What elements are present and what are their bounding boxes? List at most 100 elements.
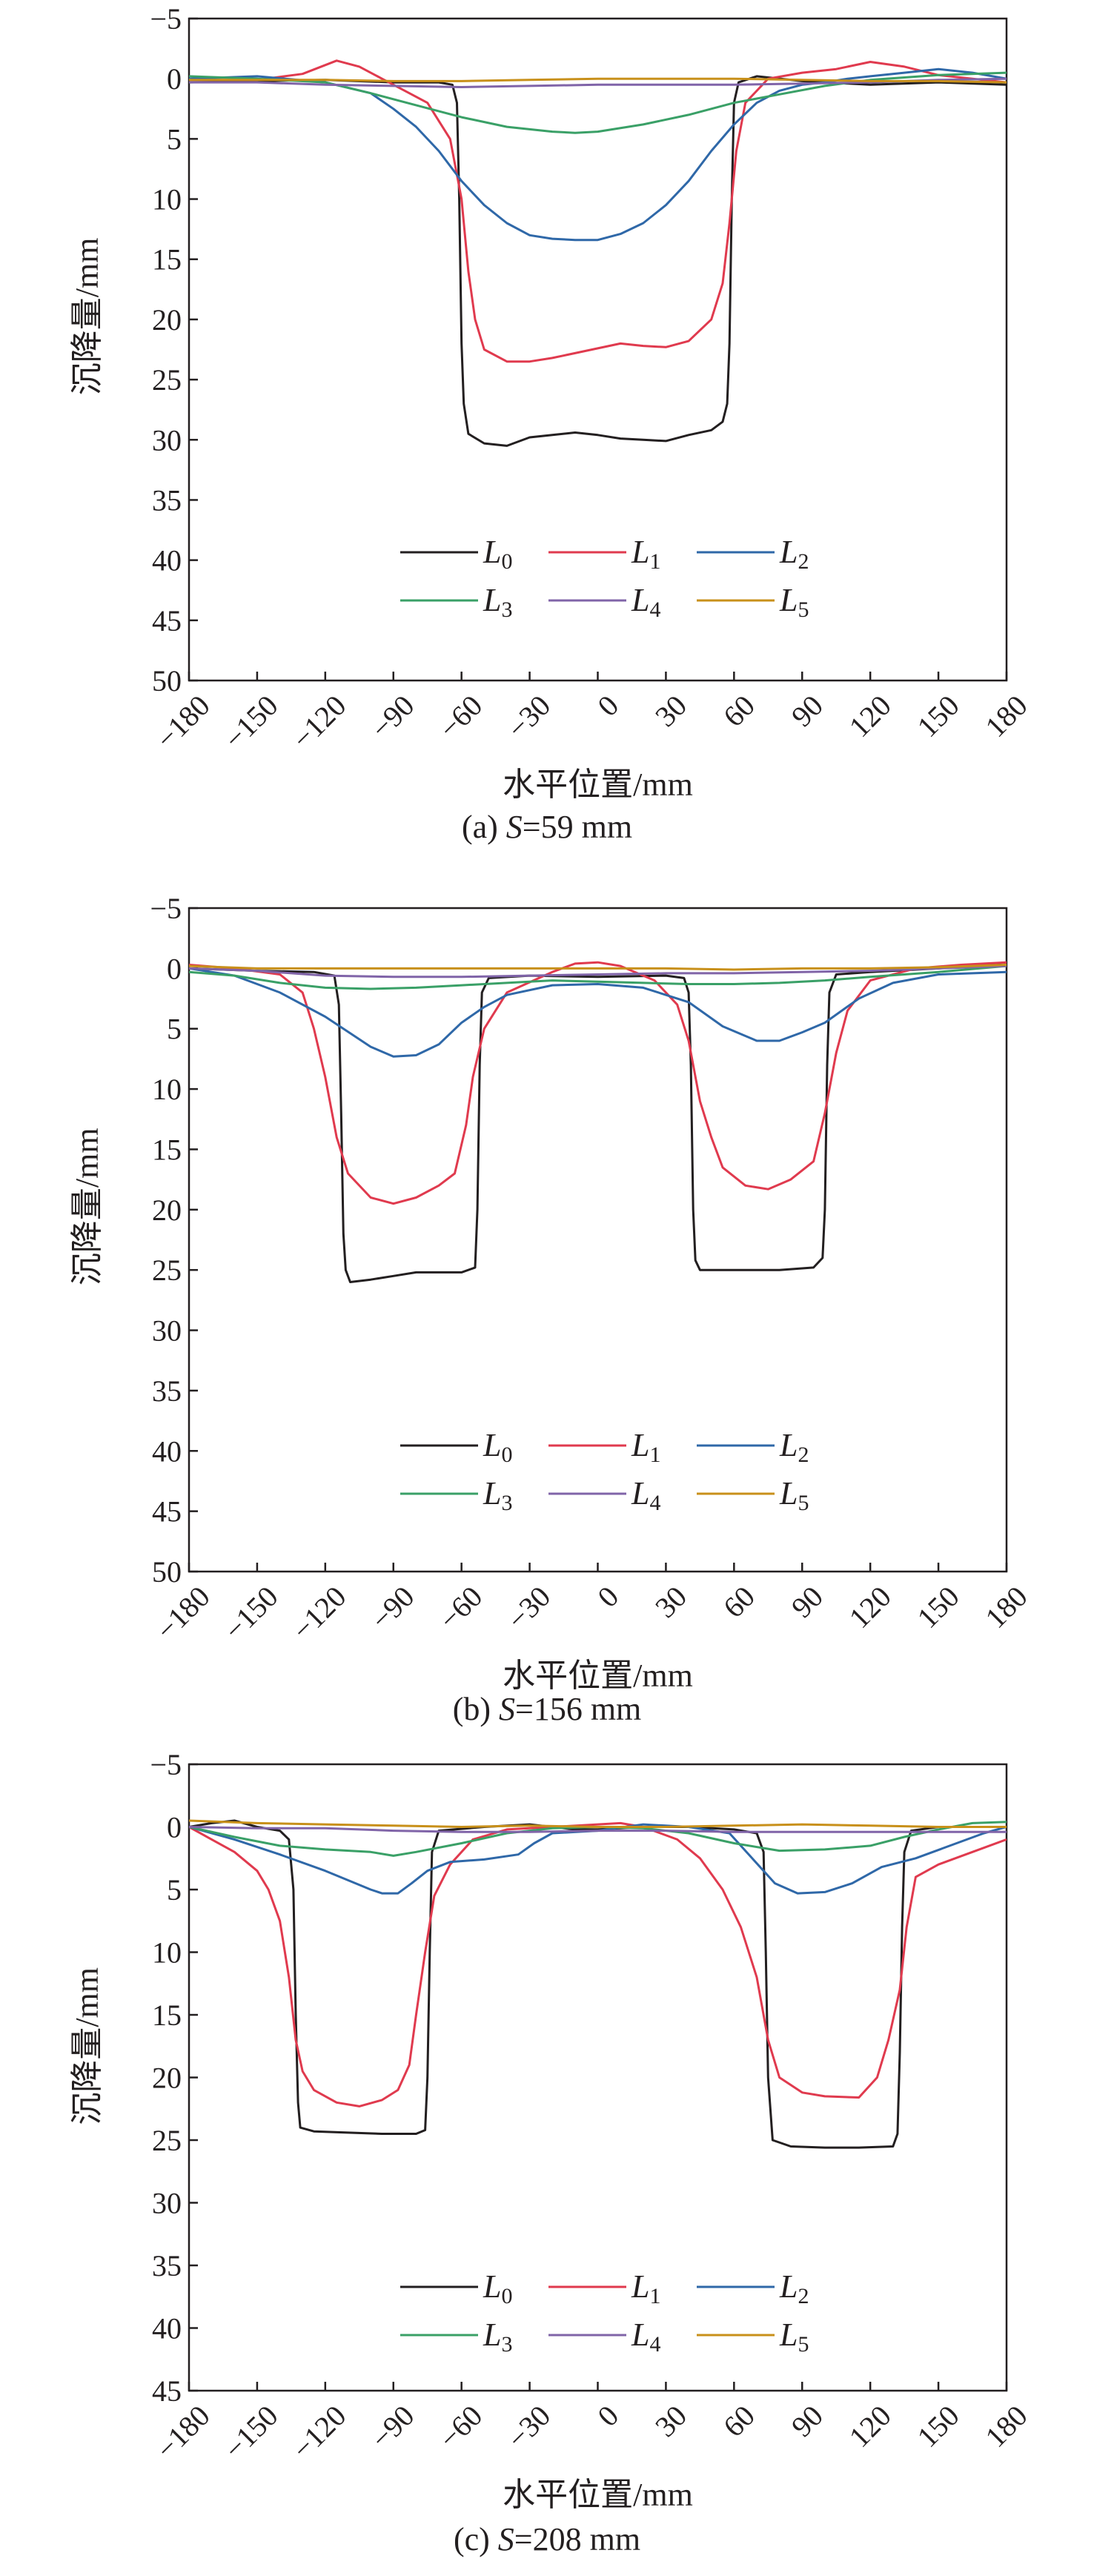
- x-tick-label: −180: [150, 2399, 216, 2466]
- x-tick-label: 180: [978, 2399, 1033, 2454]
- x-tick-label: 150: [911, 689, 966, 744]
- legend-label-L3: L3: [483, 1475, 512, 1515]
- y-tick-label: 5: [167, 122, 182, 156]
- series-line-L1: [189, 961, 1007, 1205]
- y-tick-label: −5: [150, 1748, 182, 1781]
- legend-label-L2: L2: [779, 2268, 809, 2308]
- series-line-L3: [189, 71, 1007, 134]
- y-tick-label: 25: [152, 2124, 182, 2157]
- y-tick-label: 45: [152, 1495, 182, 1529]
- x-tick-label: 0: [591, 2399, 625, 2433]
- y-tick-label: 15: [152, 243, 182, 277]
- chart-panel-c: −5 0 5 10 15 20 25 30 35 40 45 −180 −150 −120 −90 −60 −3…: [0, 1748, 1094, 2576]
- x-tick-label: −90: [364, 1580, 420, 1636]
- x-tick-label: −150: [217, 2399, 284, 2466]
- y-tick-label: 20: [152, 1193, 182, 1227]
- legend-label-L0: L0: [483, 534, 512, 574]
- legend-label-L0: L0: [483, 2268, 512, 2308]
- y-axis-title: 沉降量/mm: [69, 1967, 105, 2125]
- caption-prefix: (c): [453, 2521, 498, 2557]
- caption-variable: S: [505, 809, 523, 845]
- caption-value: =208 mm: [514, 2521, 641, 2557]
- chart-c: −5 0 5 10 15 20 25 30 35 40 45−180 −150 −120 −90 −60 −3…: [69, 1748, 1034, 2513]
- series-line-L5: [189, 77, 1007, 84]
- x-axis-title: 水平位置/mm: [503, 2477, 693, 2513]
- chart-a: −5 0 5 10 15 20 25 30 35 40 45 50−180 −150 −120 −90 −60…: [69, 2, 1034, 803]
- caption-b: (b) S=156 mm: [0, 1690, 1094, 1728]
- legend-label-L0: L0: [483, 1427, 512, 1467]
- legend-label-L5: L5: [779, 2317, 809, 2357]
- x-tick-label: −120: [285, 1580, 352, 1646]
- y-tick-label: 25: [152, 1254, 182, 1287]
- x-tick-label: 0: [591, 689, 625, 723]
- x-tick-label: −120: [285, 2399, 352, 2466]
- legend-label-L1: L1: [631, 2268, 660, 2308]
- legend-label-L2: L2: [779, 1427, 809, 1467]
- caption-prefix: (b): [452, 1691, 500, 1727]
- caption-value: =59 mm: [522, 809, 633, 845]
- legend-label-L5: L5: [779, 1475, 809, 1515]
- series-line-L5: [189, 964, 1007, 971]
- y-tick-label: 0: [167, 62, 182, 96]
- x-tick-label: −150: [217, 689, 284, 755]
- legend-label-L4: L4: [631, 582, 660, 622]
- x-tick-label: 60: [717, 2399, 761, 2443]
- series-line-L4: [189, 1826, 1007, 1833]
- x-tick-label: −60: [432, 2399, 488, 2455]
- y-tick-label: 0: [167, 952, 182, 985]
- y-tick-label: 40: [152, 1434, 182, 1468]
- x-axis-title: 水平位置/mm: [503, 1658, 693, 1694]
- x-tick-label: 90: [785, 1580, 829, 1624]
- legend-label-L1: L1: [631, 534, 660, 574]
- plot-frame: [188, 17, 1008, 682]
- x-tick-label: 120: [843, 689, 898, 744]
- x-tick-label: 60: [717, 1580, 761, 1624]
- series-line-L4: [189, 964, 1007, 979]
- x-tick-label: 120: [843, 2399, 898, 2454]
- y-tick-label: 50: [152, 664, 182, 698]
- series-line-L2: [189, 1823, 1007, 1895]
- y-tick-label: 30: [152, 1314, 182, 1348]
- y-tick-label: 20: [152, 2062, 182, 2095]
- y-tick-label: −5: [150, 892, 182, 925]
- x-tick-label: −30: [500, 1580, 557, 1636]
- x-tick-label: −60: [432, 689, 488, 745]
- x-tick-label: −90: [364, 689, 420, 745]
- caption-value: =156 mm: [515, 1691, 642, 1727]
- x-tick-label: 120: [843, 1580, 898, 1635]
- x-tick-label: 150: [911, 1580, 966, 1635]
- y-tick-label: 45: [152, 2374, 182, 2408]
- y-tick-label: 5: [167, 1873, 182, 1907]
- series-line-L2: [189, 967, 1007, 1058]
- chart-panel-b: −5 0 5 10 15 20 25 30 35 40 45 50 −180 −150 −120 −90 −60…: [0, 867, 1094, 1749]
- y-tick-label: 0: [167, 1811, 182, 1844]
- series-line-L4: [189, 77, 1007, 88]
- x-tick-label: −120: [285, 689, 352, 755]
- x-tick-label: 60: [717, 689, 761, 733]
- y-tick-label: 35: [152, 483, 182, 517]
- y-tick-label: 40: [152, 2312, 182, 2345]
- y-tick-label: 10: [152, 1936, 182, 1970]
- legend-label-L3: L3: [483, 582, 512, 622]
- y-axis-title: 沉降量/mm: [69, 1128, 105, 1285]
- series-line-L5: [189, 1819, 1007, 1828]
- y-tick-label: 35: [152, 1374, 182, 1408]
- x-tick-label: −90: [364, 2399, 420, 2455]
- legend-label-L1: L1: [631, 1427, 660, 1467]
- x-tick-label: −60: [432, 1580, 488, 1636]
- x-tick-label: −180: [150, 689, 216, 755]
- y-tick-label: 35: [152, 2249, 182, 2282]
- caption-a: (a) S=59 mm: [0, 808, 1094, 846]
- legend-label-L4: L4: [631, 2317, 660, 2357]
- y-tick-label: 10: [152, 1073, 182, 1106]
- legend-label-L3: L3: [483, 2317, 512, 2357]
- y-tick-label: 15: [152, 1133, 182, 1166]
- legend-label-L4: L4: [631, 1475, 660, 1515]
- x-axis-title: 水平位置/mm: [503, 766, 693, 803]
- y-tick-label: 25: [152, 363, 182, 397]
- x-tick-label: 150: [911, 2399, 966, 2454]
- x-tick-label: −30: [500, 2399, 557, 2455]
- y-tick-label: 15: [152, 1999, 182, 2032]
- y-tick-label: 45: [152, 604, 182, 638]
- caption-variable: S: [499, 1691, 516, 1727]
